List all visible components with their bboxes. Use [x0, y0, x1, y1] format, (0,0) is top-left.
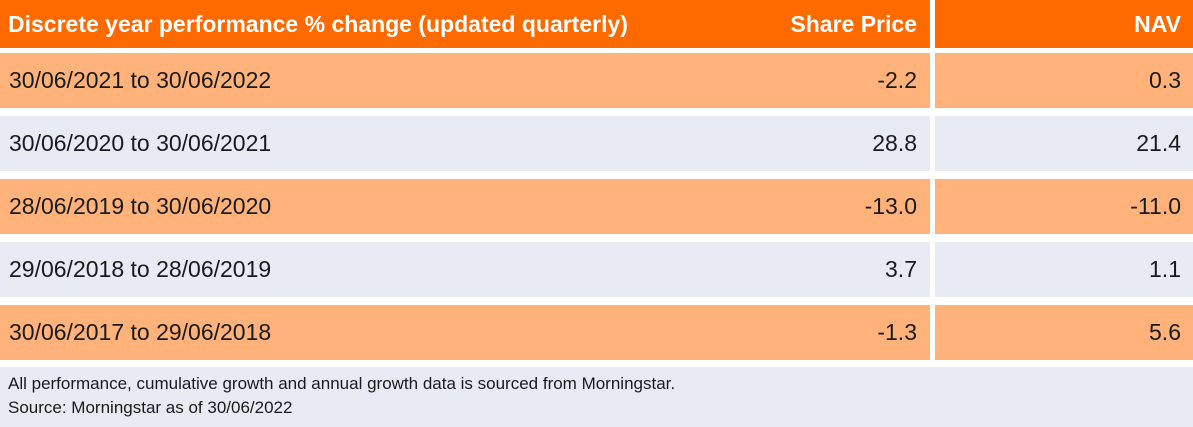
column-gap: [930, 0, 935, 48]
row-separator: [0, 171, 1193, 179]
performance-table: Discrete year performance % change (upda…: [0, 0, 1193, 360]
column-gap: [930, 53, 935, 108]
table-row: 29/06/2018 to 28/06/2019 3.7: [0, 242, 930, 297]
row-separator: [0, 297, 1193, 305]
table-row: 30/06/2020 to 30/06/2021 28.8: [0, 116, 930, 171]
nav-cell-wrap: 5.6: [935, 305, 1193, 360]
table-row: 30/06/2017 to 29/06/2018 -1.3: [0, 305, 930, 360]
period-cell: 28/06/2019 to 30/06/2020: [9, 193, 272, 219]
row-separator: [0, 108, 1193, 116]
period-cell: 30/06/2021 to 30/06/2022: [9, 67, 272, 93]
table-header-title-cell: Discrete year performance % change (upda…: [0, 0, 930, 48]
nav-cell: 0.3: [1149, 67, 1181, 93]
footer-line-source: Source: Morningstar as of 30/06/2022: [8, 398, 293, 417]
footer-line-disclaimer: All performance, cumulative growth and a…: [8, 374, 676, 393]
period-cell: 30/06/2017 to 29/06/2018: [9, 319, 272, 345]
column-gap: [930, 116, 935, 171]
footer-note: All performance, cumulative growth and a…: [0, 367, 1193, 427]
column-header-share-price: Share Price: [790, 10, 917, 37]
nav-cell-wrap: -11.0: [935, 179, 1193, 234]
column-gap: [930, 305, 935, 360]
nav-cell-wrap: 1.1: [935, 242, 1193, 297]
period-cell: 29/06/2018 to 28/06/2019: [9, 256, 272, 282]
column-header-nav: NAV: [1134, 10, 1181, 37]
share-price-cell: 28.8: [872, 130, 917, 156]
share-price-cell: -2.2: [877, 67, 917, 93]
column-header-nav-cell: NAV: [935, 0, 1193, 48]
nav-cell: 21.4: [1136, 130, 1181, 156]
share-price-cell: -13.0: [864, 193, 917, 219]
nav-cell: -11.0: [1130, 193, 1181, 219]
table-row: 28/06/2019 to 30/06/2020 -13.0: [0, 179, 930, 234]
nav-cell-wrap: 21.4: [935, 116, 1193, 171]
column-gap: [930, 179, 935, 234]
share-price-cell: -1.3: [877, 319, 917, 345]
header-separator: [0, 48, 1193, 53]
nav-cell-wrap: 0.3: [935, 53, 1193, 108]
nav-cell: 5.6: [1149, 319, 1181, 345]
table-title: Discrete year performance % change (upda…: [8, 10, 628, 37]
share-price-cell: 3.7: [885, 256, 917, 282]
footer-container: All performance, cumulative growth and a…: [0, 367, 1193, 427]
column-gap: [930, 242, 935, 297]
nav-cell: 1.1: [1149, 256, 1181, 282]
row-separator: [0, 234, 1193, 242]
period-cell: 30/06/2020 to 30/06/2021: [9, 130, 272, 156]
table-row: 30/06/2021 to 30/06/2022 -2.2: [0, 53, 930, 108]
